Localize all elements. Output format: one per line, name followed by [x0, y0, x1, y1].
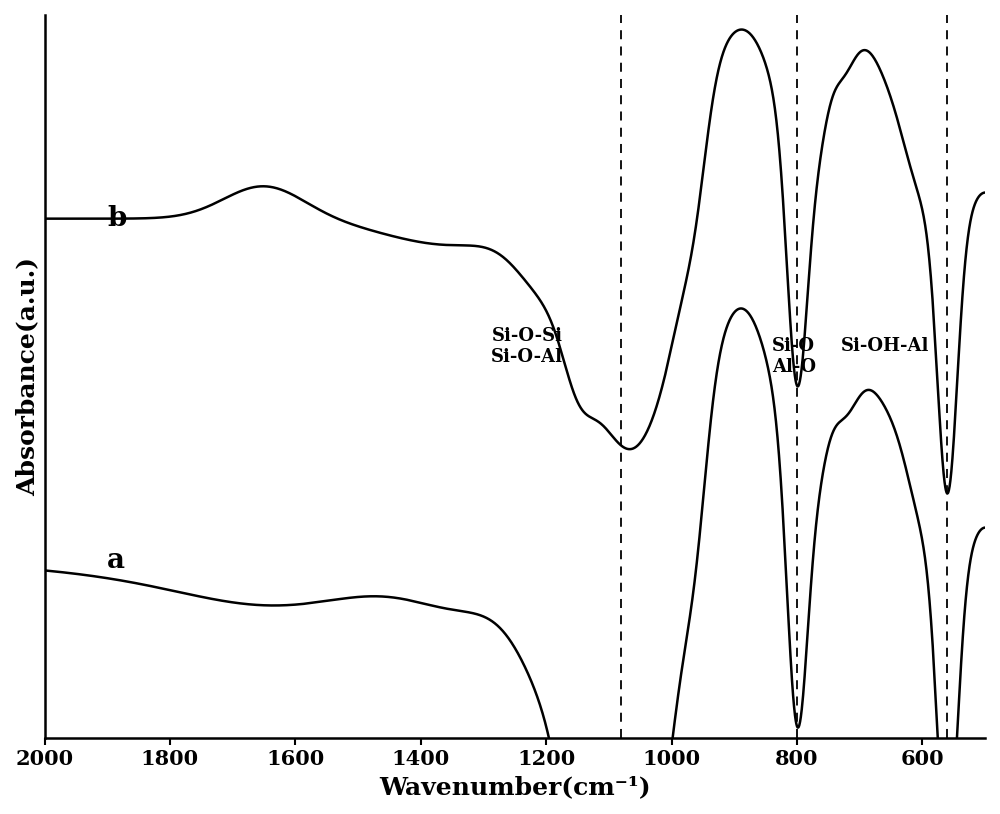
Text: Si-OH-Al: Si-OH-Al [840, 337, 929, 355]
Y-axis label: Absorbance(a.u.): Absorbance(a.u.) [15, 257, 39, 496]
Text: Si-O-Si
Si-O-Al: Si-O-Si Si-O-Al [491, 327, 563, 365]
Text: Si-O
Al-O: Si-O Al-O [772, 337, 816, 376]
X-axis label: Wavenumber(cm⁻¹): Wavenumber(cm⁻¹) [379, 775, 651, 799]
Text: b: b [107, 205, 127, 232]
Text: a: a [107, 547, 125, 574]
